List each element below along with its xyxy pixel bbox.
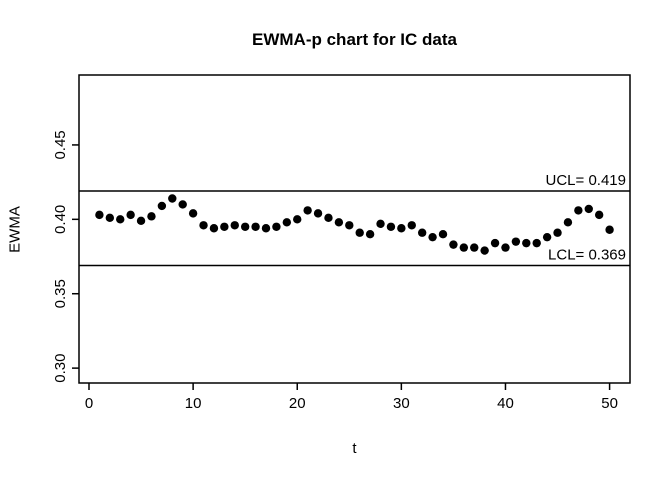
data-point — [293, 215, 302, 224]
data-point — [574, 206, 583, 215]
data-point — [522, 238, 531, 248]
data-point — [417, 228, 427, 237]
data-point — [230, 221, 239, 230]
x-axis-label: t — [352, 440, 357, 457]
data-point — [199, 221, 208, 230]
data-point — [261, 224, 271, 233]
data-point — [157, 201, 167, 211]
data-point — [459, 243, 469, 252]
data-point — [563, 218, 573, 227]
data-point — [147, 212, 156, 221]
data-point — [532, 238, 541, 248]
x-tick-label: 10 — [185, 395, 202, 412]
data-point — [542, 232, 552, 242]
data-point — [511, 237, 521, 246]
data-point — [594, 210, 604, 220]
data-point — [105, 213, 115, 223]
x-tick-label: 30 — [393, 395, 410, 412]
data-point — [188, 209, 198, 218]
data-point — [407, 221, 416, 230]
data-point — [386, 222, 396, 231]
chart-title: EWMA-p chart for IC data — [252, 30, 457, 49]
data-point — [240, 222, 250, 231]
y-tick-label: 0.35 — [52, 279, 69, 308]
data-point — [313, 209, 323, 218]
ucl-label: UCL= 0.419 — [546, 172, 626, 189]
x-tick-label: 0 — [85, 395, 93, 412]
data-point — [251, 222, 260, 231]
y-tick-label: 0.30 — [52, 354, 69, 383]
y-axis-label: EWMA — [6, 206, 24, 253]
data-point — [126, 210, 135, 220]
data-point — [501, 243, 510, 252]
x-tick-label: 50 — [601, 395, 618, 412]
data-point — [376, 219, 385, 228]
data-point — [345, 221, 354, 230]
data-point — [168, 194, 177, 203]
data-point — [272, 222, 281, 231]
data-point — [584, 204, 593, 214]
data-point — [282, 218, 292, 227]
data-point — [480, 246, 489, 255]
lcl-label: LCL= 0.369 — [548, 246, 626, 263]
data-point — [553, 228, 562, 237]
x-tick-label: 20 — [289, 395, 306, 412]
data-point — [397, 224, 406, 233]
data-point — [605, 225, 614, 234]
data-point — [470, 243, 479, 252]
plot-box — [78, 74, 631, 384]
data-point — [334, 218, 344, 227]
data-point — [428, 232, 437, 242]
data-point — [116, 215, 125, 224]
data-point — [95, 210, 104, 220]
y-tick-label: 0.40 — [52, 205, 69, 234]
data-point — [449, 240, 458, 249]
data-point — [220, 222, 229, 231]
data-point — [324, 213, 333, 223]
x-tick-label: 40 — [497, 395, 514, 412]
data-point — [178, 200, 187, 209]
data-point — [136, 216, 146, 226]
data-point — [303, 206, 312, 215]
data-point — [355, 228, 364, 237]
data-point — [209, 224, 219, 233]
data-point — [365, 230, 375, 239]
data-point — [490, 238, 500, 248]
data-point — [438, 230, 448, 239]
y-tick-label: 0.45 — [52, 130, 69, 159]
